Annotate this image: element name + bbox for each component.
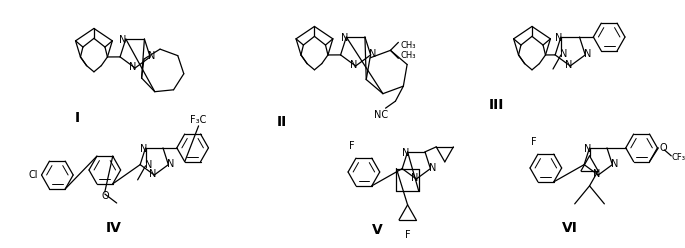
Text: O: O <box>660 143 667 153</box>
Text: N: N <box>166 159 174 169</box>
Text: N: N <box>149 169 156 179</box>
Text: N: N <box>584 49 591 59</box>
Text: CH₃: CH₃ <box>400 41 416 50</box>
Text: N: N <box>410 173 418 183</box>
Text: N: N <box>429 163 436 173</box>
Text: N: N <box>350 60 358 70</box>
Text: N: N <box>560 49 568 59</box>
Text: III: III <box>488 98 504 112</box>
Text: F: F <box>405 230 410 240</box>
Text: N: N <box>129 62 137 72</box>
Text: N: N <box>564 60 572 70</box>
Text: N: N <box>340 33 348 43</box>
Text: N: N <box>145 160 152 170</box>
Text: F: F <box>531 137 537 147</box>
Text: N: N <box>149 51 155 61</box>
Text: N: N <box>593 169 600 179</box>
Text: N: N <box>610 159 618 169</box>
Text: I: I <box>75 111 79 125</box>
Text: N: N <box>140 144 147 154</box>
Text: CH₃: CH₃ <box>400 51 416 60</box>
Text: IV: IV <box>105 221 122 235</box>
Text: N: N <box>119 35 127 45</box>
Text: CF₃: CF₃ <box>671 153 685 162</box>
Text: F₃C: F₃C <box>190 115 207 125</box>
Text: N: N <box>402 148 410 158</box>
Text: F: F <box>349 141 355 151</box>
Text: N: N <box>369 49 376 59</box>
Text: N: N <box>584 144 591 154</box>
Text: VI: VI <box>562 221 577 235</box>
Text: N: N <box>556 33 562 43</box>
Text: V: V <box>373 223 383 237</box>
Text: O: O <box>101 191 109 201</box>
Text: Cl: Cl <box>29 170 38 180</box>
Text: II: II <box>277 115 287 129</box>
Text: NC: NC <box>373 110 388 120</box>
